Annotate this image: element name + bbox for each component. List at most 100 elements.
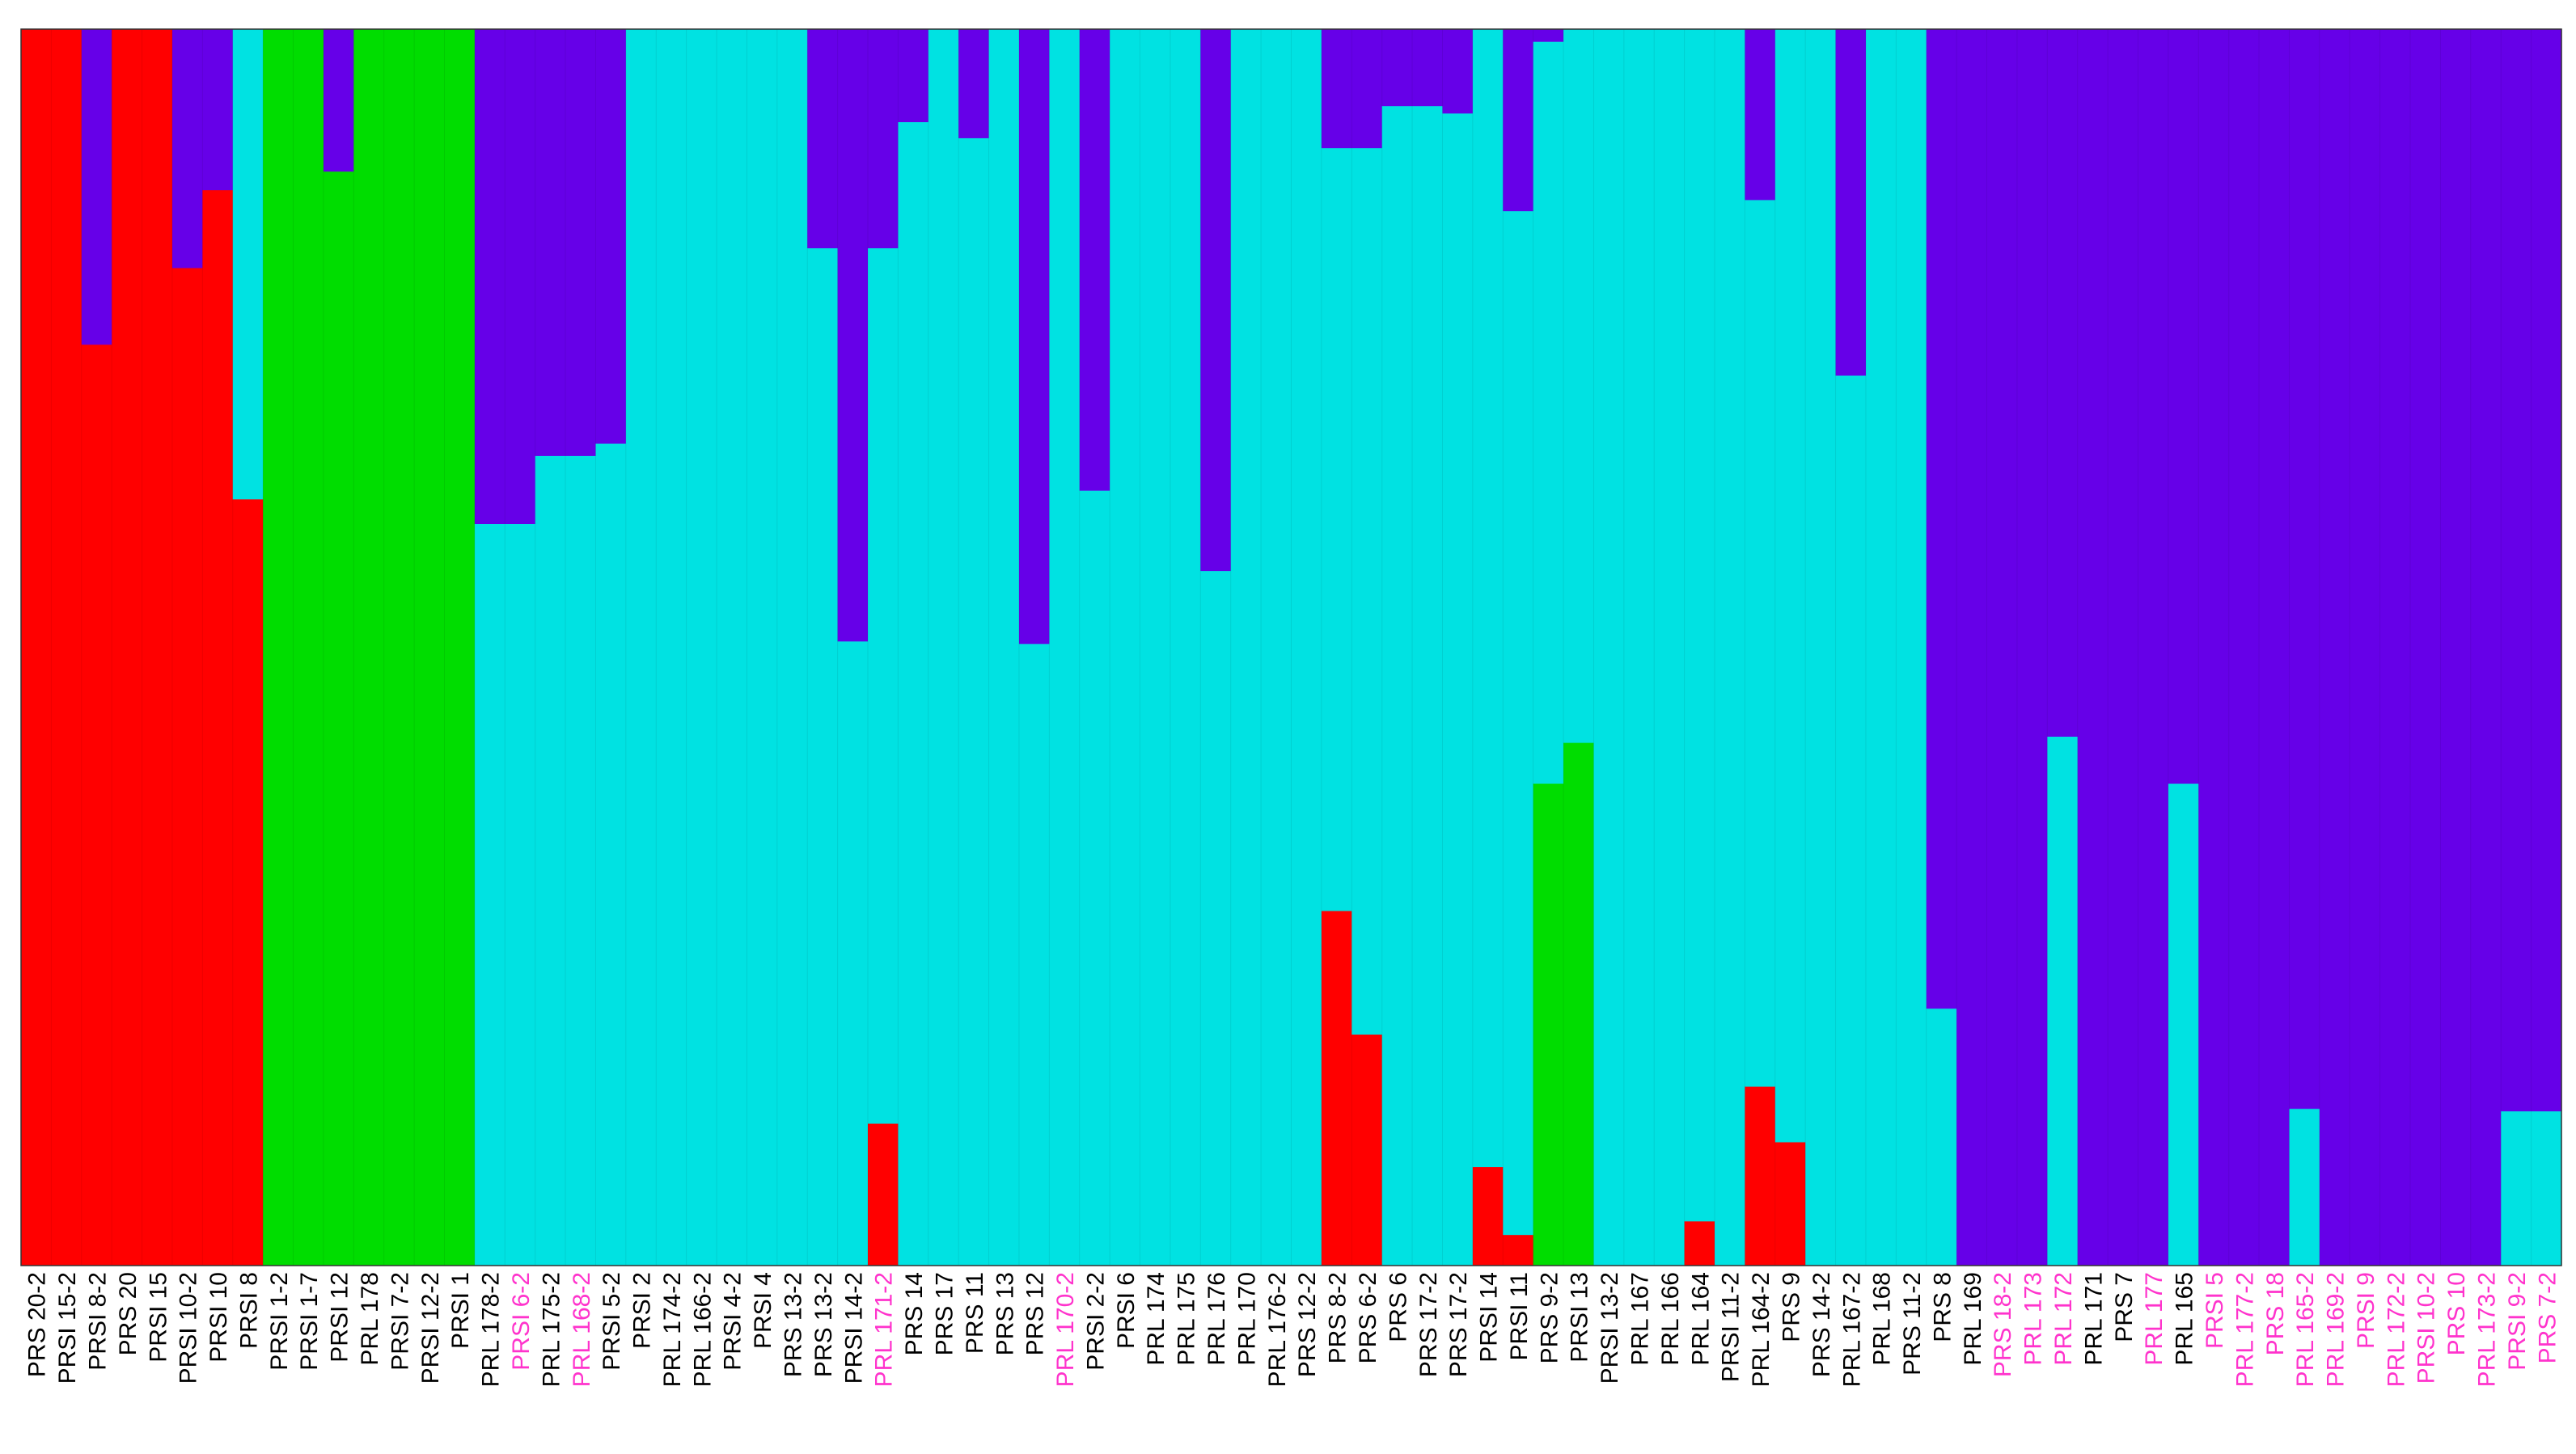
tick-label: PRSI 12 — [327, 1272, 353, 1363]
bar-segment-red — [21, 29, 52, 1266]
bar-segment-purple — [474, 29, 505, 524]
sample-bar — [595, 29, 627, 1266]
bar-segment-cyan — [1865, 29, 1897, 1266]
bar-segment-red — [1774, 1142, 1806, 1266]
tick-label: PRS 12 — [1022, 1272, 1049, 1355]
bar-segment-cyan — [2501, 1110, 2532, 1266]
bar-segment-purple — [1321, 29, 1352, 149]
bar-segment-purple — [505, 29, 536, 524]
bar-segment-green — [414, 29, 446, 1266]
sample-bar — [51, 29, 82, 1266]
bar-segment-red — [868, 1123, 899, 1266]
tick-label: PRL 167 — [1627, 1272, 1654, 1366]
bar-segment-cyan — [1745, 200, 1776, 1087]
sample-bar — [1140, 29, 1171, 1266]
bar-segment-red — [51, 29, 82, 1266]
sample-bar — [1503, 29, 1534, 1266]
bar-segment-green — [353, 29, 385, 1266]
tick-label: PRL 168-2 — [569, 1272, 595, 1387]
bar-segment-cyan — [1774, 29, 1806, 1143]
bar-segment-cyan — [1018, 643, 1050, 1266]
sample-bar — [2289, 29, 2320, 1266]
bar-segment-cyan — [958, 137, 990, 1266]
tick-label: PRL 173-2 — [2474, 1272, 2501, 1387]
sample-bar — [1926, 29, 1957, 1266]
bar-segment-cyan — [988, 29, 1020, 1266]
sample-bar — [1715, 29, 1745, 1266]
sample-bar — [2168, 29, 2199, 1266]
tick-label: PRSI 4-2 — [720, 1272, 747, 1371]
bar-segment-purple — [1351, 29, 1383, 149]
bar-segment-purple — [2077, 29, 2109, 1266]
sample-bar — [2379, 29, 2411, 1266]
bar-segment-cyan — [1623, 29, 1655, 1266]
sample-bar — [1774, 29, 1806, 1266]
bar-segment-purple — [1956, 29, 1988, 1266]
tick-label: PRS 8 — [1929, 1272, 1956, 1342]
bar-segment-cyan — [898, 121, 929, 1266]
sample-bar — [625, 29, 657, 1266]
sample-bar — [2501, 29, 2532, 1266]
tick-label: PRL 176-2 — [1264, 1272, 1291, 1387]
bar-segment-purple — [595, 29, 627, 444]
bar-segment-purple — [535, 29, 566, 456]
bar-segment-purple — [898, 29, 929, 123]
bar-segment-purple — [171, 29, 203, 268]
bar-segment-cyan — [2047, 736, 2079, 1266]
bar-segment-cyan — [1110, 29, 1141, 1266]
tick-label: PRSI 1-2 — [266, 1272, 293, 1371]
bar-segment-purple — [1926, 29, 1957, 1009]
bar-segment-purple — [2319, 29, 2350, 1266]
tick-label: PRSI 13-2 — [1597, 1272, 1623, 1384]
bar-segment-purple — [1745, 29, 1776, 201]
tick-label: PRS 9-2 — [1536, 1272, 1563, 1363]
bar-segment-green — [263, 29, 294, 1266]
bar-segment-cyan — [474, 523, 505, 1266]
tick-label: PRL 171 — [2080, 1272, 2107, 1366]
bar-segment-purple — [202, 29, 234, 191]
bar-segment-red — [202, 189, 234, 1266]
bar-segment-cyan — [1926, 1008, 1957, 1266]
bar-segment-green — [444, 29, 476, 1266]
bar-segment-red — [1321, 911, 1352, 1266]
tick-label: PRS 6-2 — [1355, 1272, 1381, 1363]
tick-label: PRSI 15 — [145, 1272, 171, 1363]
bar-segment-purple — [323, 29, 354, 172]
bar-segment-red — [1472, 1166, 1504, 1266]
sample-bar — [1805, 29, 1837, 1266]
bar-segment-cyan — [1351, 147, 1383, 1035]
tick-label: PRS 11 — [962, 1272, 988, 1354]
bar-segment-green — [1563, 742, 1595, 1266]
bar-segment-cyan — [868, 247, 899, 1124]
bar-segment-red — [112, 29, 143, 1266]
bar-segment-red — [1684, 1220, 1715, 1266]
tick-label: PRS 20 — [115, 1272, 142, 1355]
sample-bar — [988, 29, 1020, 1266]
bar-segment-cyan — [625, 29, 657, 1266]
bar-segment-purple — [2047, 29, 2079, 737]
bar-segment-purple — [2259, 29, 2290, 1266]
sample-bar — [1261, 29, 1292, 1266]
tick-label: PRSI 5 — [2202, 1272, 2228, 1349]
tick-label: PRSI 8 — [235, 1272, 262, 1349]
tick-label: PRSI 14-2 — [840, 1272, 867, 1384]
sample-bar — [1563, 29, 1595, 1266]
tick-label: PRS 13-2 — [780, 1272, 807, 1377]
sample-bar — [293, 29, 324, 1266]
sample-bar — [1472, 29, 1504, 1266]
bar-segment-purple — [2470, 29, 2502, 1266]
tick-label: PRSI 11 — [1506, 1272, 1533, 1361]
tick-label: PRSI 9-2 — [2504, 1272, 2531, 1371]
sample-bar — [2016, 29, 2048, 1266]
bar-segment-cyan — [717, 29, 748, 1266]
bar-segment-cyan — [928, 29, 959, 1266]
bar-segment-cyan — [837, 640, 869, 1266]
bar-segment-red — [1351, 1034, 1383, 1266]
bar-segment-purple — [1381, 29, 1413, 107]
bar-segment-purple — [837, 29, 869, 642]
sample-bar — [686, 29, 717, 1266]
sample-bar — [2077, 29, 2109, 1266]
tick-label: PRSI 13 — [1567, 1272, 1593, 1363]
tick-label: PRS 14 — [901, 1272, 928, 1355]
bar-segment-red — [232, 499, 264, 1266]
